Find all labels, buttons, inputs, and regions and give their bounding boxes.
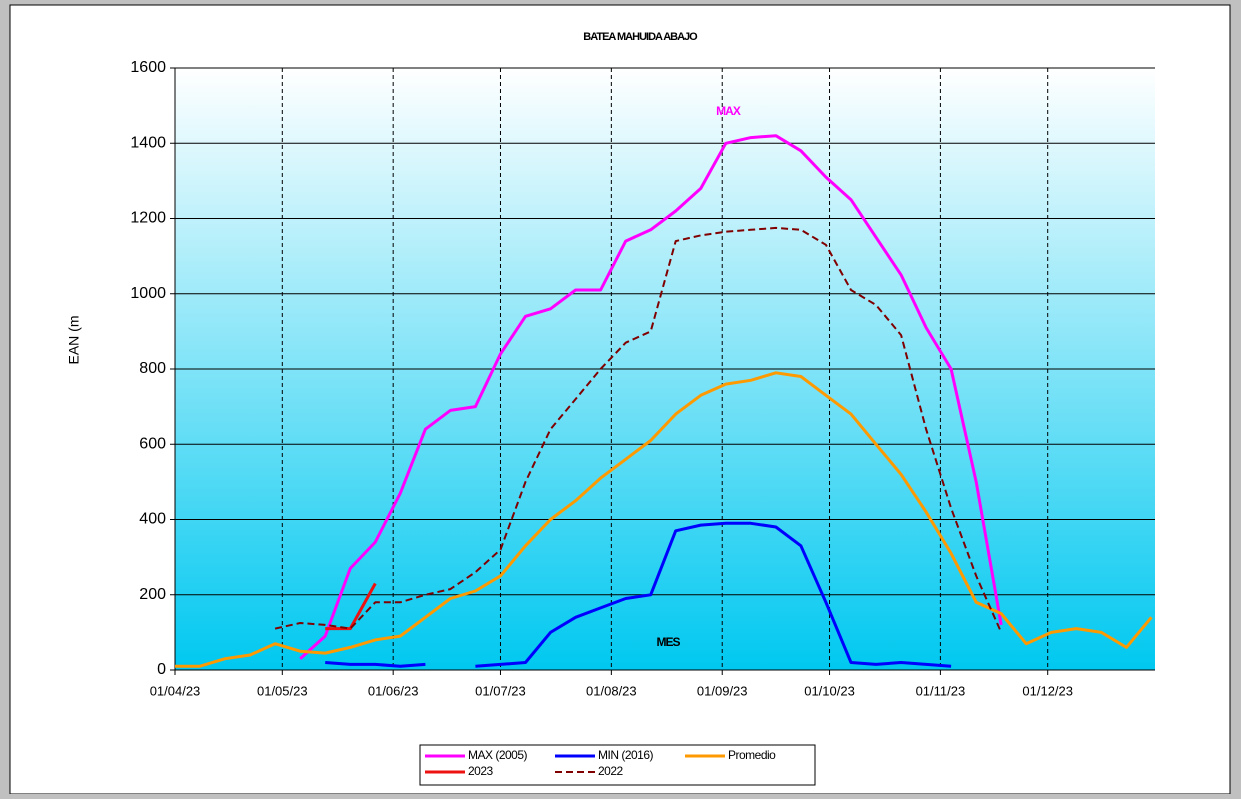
legend-box [419, 744, 816, 786]
x-tick-label: 01/09/23 [697, 683, 748, 698]
y-tick-label: 1400 [130, 134, 166, 151]
x-tick-label: 01/10/23 [804, 683, 855, 698]
y-tick-label: 200 [139, 586, 166, 603]
annotation: MES [656, 635, 680, 649]
legend-label: MAX (2005) [468, 748, 528, 762]
series-line [274, 226, 1003, 633]
legend-label: 2022 [598, 764, 624, 778]
y-axis-label: EAN (m [66, 316, 82, 365]
y-tick-label: 1600 [130, 59, 166, 76]
legend-label: Promedio [728, 748, 776, 762]
x-tick-label: 01/07/23 [475, 683, 526, 698]
annotation: MAX [716, 104, 741, 118]
x-tick-label: 01/11/23 [916, 683, 966, 698]
x-tick-label: 01/06/23 [368, 683, 419, 698]
x-tick-label: 01/12/23 [1022, 683, 1073, 698]
chart-title: BATEA MAHUIDA ABAJO [583, 31, 698, 43]
x-tick-label: 01/04/23 [150, 683, 201, 698]
x-tick-label: 01/08/23 [586, 683, 637, 698]
series-line [175, 371, 1153, 668]
y-tick-label: 1200 [130, 210, 166, 227]
series-line [299, 134, 1003, 660]
series-line [325, 521, 952, 668]
x-tick-label: 01/05/23 [257, 683, 308, 698]
y-tick-label: 1000 [130, 285, 166, 302]
y-tick-label: 0 [157, 661, 166, 678]
y-tick-label: 600 [139, 435, 166, 452]
legend-label: 2023 [468, 764, 494, 778]
y-tick-label: 400 [139, 511, 166, 528]
series-line [325, 582, 377, 631]
y-tick-label: 800 [139, 360, 166, 377]
legend-label: MIN (2016) [598, 748, 654, 762]
